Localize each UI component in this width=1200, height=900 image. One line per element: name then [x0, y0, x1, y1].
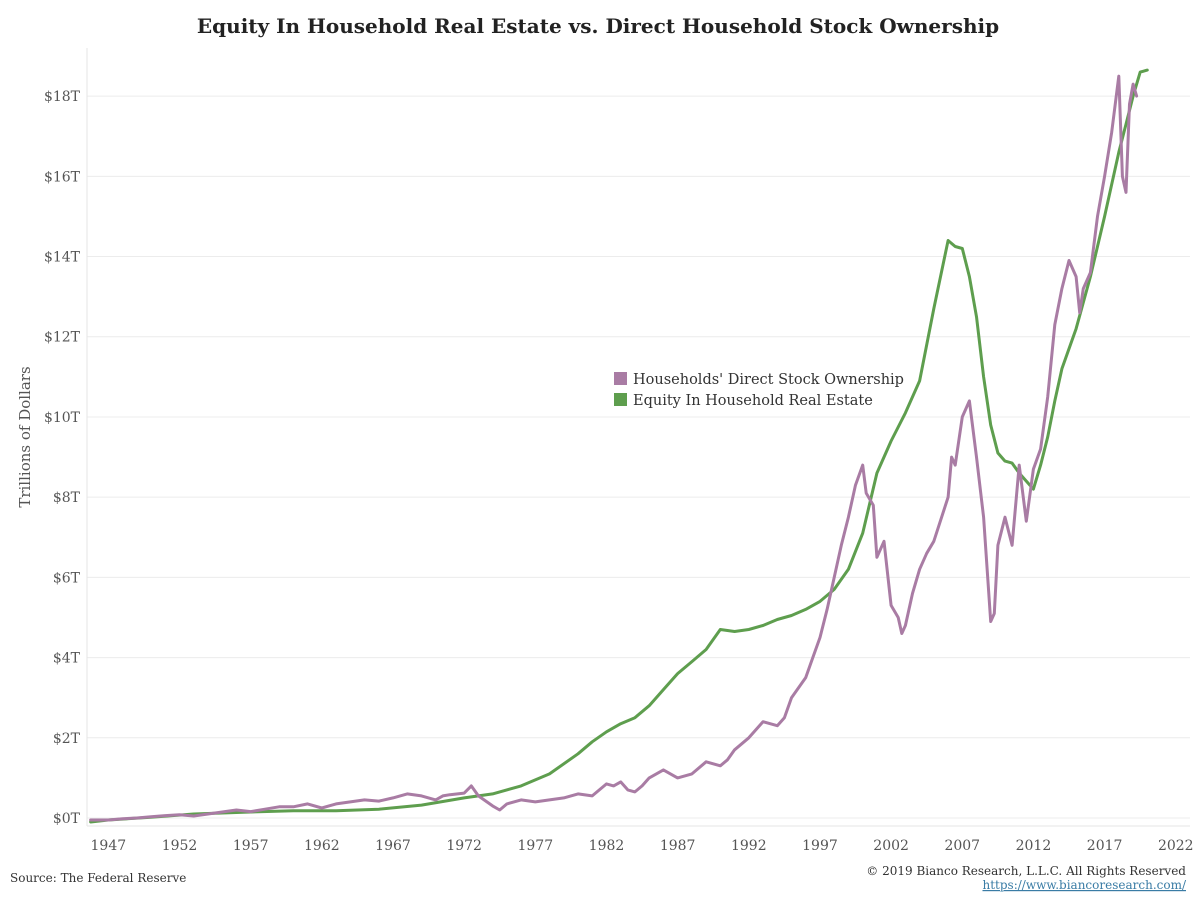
- y-tick-label: $8T: [53, 490, 81, 506]
- x-tick-label: 2017: [1087, 838, 1123, 854]
- series-line-real-estate-equity: [89, 68, 1149, 824]
- x-tick-label: 1947: [91, 838, 127, 854]
- y-tick-label: $6T: [53, 570, 81, 586]
- y-tick-label: $10T: [44, 410, 81, 426]
- y-axis-title: Trillions of Dollars: [16, 366, 34, 507]
- x-tick-label: 1992: [731, 838, 767, 854]
- legend-swatch-real-estate: [614, 393, 627, 406]
- x-tick-label: 2007: [944, 838, 980, 854]
- legend-swatch-stock: [614, 372, 627, 385]
- y-tick-label: $14T: [44, 250, 81, 266]
- x-tick-label: 2022: [1158, 838, 1194, 854]
- x-tick-label: 1997: [802, 838, 838, 854]
- x-tick-label: 1982: [589, 838, 625, 854]
- copyright-note: © 2019 Bianco Research, L.L.C. All Right…: [866, 864, 1186, 878]
- series-group: [89, 68, 1149, 824]
- chart-title: Equity In Household Real Estate vs. Dire…: [197, 14, 999, 38]
- y-tick-label: $4T: [53, 651, 81, 667]
- legend-label-stock: Households' Direct Stock Ownership: [633, 372, 904, 388]
- x-tick-label: 1952: [162, 838, 198, 854]
- y-axis: $0T $2T $4T $6T $8T $10T $12T $14T $16T $18T: [44, 89, 81, 827]
- x-axis: 1947 1952 1957 1962 1967 1972 1977 1982 1987 1992…: [91, 838, 1194, 854]
- x-tick-label: 1957: [233, 838, 269, 854]
- y-tick-label: $0T: [53, 811, 81, 827]
- x-tick-label: 2002: [873, 838, 909, 854]
- website-link[interactable]: https://www.biancoresearch.com/: [982, 878, 1186, 892]
- y-tick-label: $16T: [44, 169, 81, 185]
- x-tick-label: 1962: [304, 838, 340, 854]
- legend: Households' Direct Stock Ownership Equit…: [614, 372, 904, 409]
- y-tick-label: $18T: [44, 89, 81, 105]
- x-tick-label: 1977: [517, 838, 553, 854]
- x-tick-label: 1987: [660, 838, 696, 854]
- y-tick-label: $12T: [44, 330, 81, 346]
- legend-label-real-estate: Equity In Household Real Estate: [633, 393, 873, 409]
- y-tick-label: $2T: [53, 731, 81, 747]
- x-tick-label: 2012: [1016, 838, 1052, 854]
- source-note: Source: The Federal Reserve: [10, 871, 186, 885]
- series-line-stock-ownership: [89, 74, 1139, 822]
- x-tick-label: 1972: [446, 838, 482, 854]
- grid: [87, 95, 1190, 819]
- x-tick-label: 1967: [375, 838, 411, 854]
